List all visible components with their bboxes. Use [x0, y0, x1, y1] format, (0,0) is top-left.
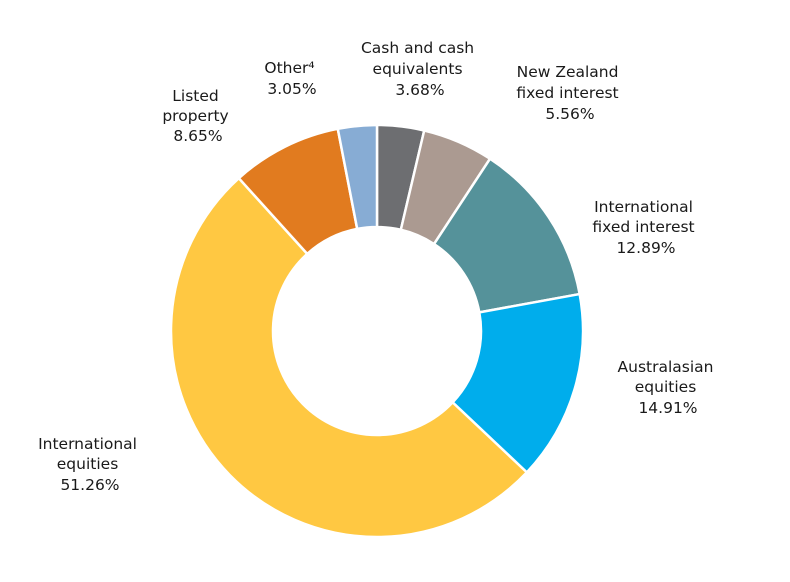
label-international-equities: International equities 51.26%: [38, 435, 142, 494]
label-international-fixed-interest: International fixed interest 12.89%: [592, 198, 699, 257]
label-listed-property: Listed property 8.65%: [162, 87, 233, 145]
label-australasian-equities: Australasian equities 14.91%: [618, 358, 719, 417]
donut-slices: [169, 123, 585, 539]
label-cash: Cash and cash equivalents 3.68%: [361, 39, 479, 99]
slice-international-equities: [169, 176, 529, 539]
label-other: Other⁴ 3.05%: [264, 59, 319, 98]
slice-australasian-equities: [450, 292, 585, 475]
label-nz-fixed-interest: New Zealand fixed interest 5.56%: [516, 63, 623, 123]
slice-other: [336, 123, 379, 231]
slice-labels: Cash and cash equivalents 3.68% New Zeal…: [38, 39, 719, 494]
